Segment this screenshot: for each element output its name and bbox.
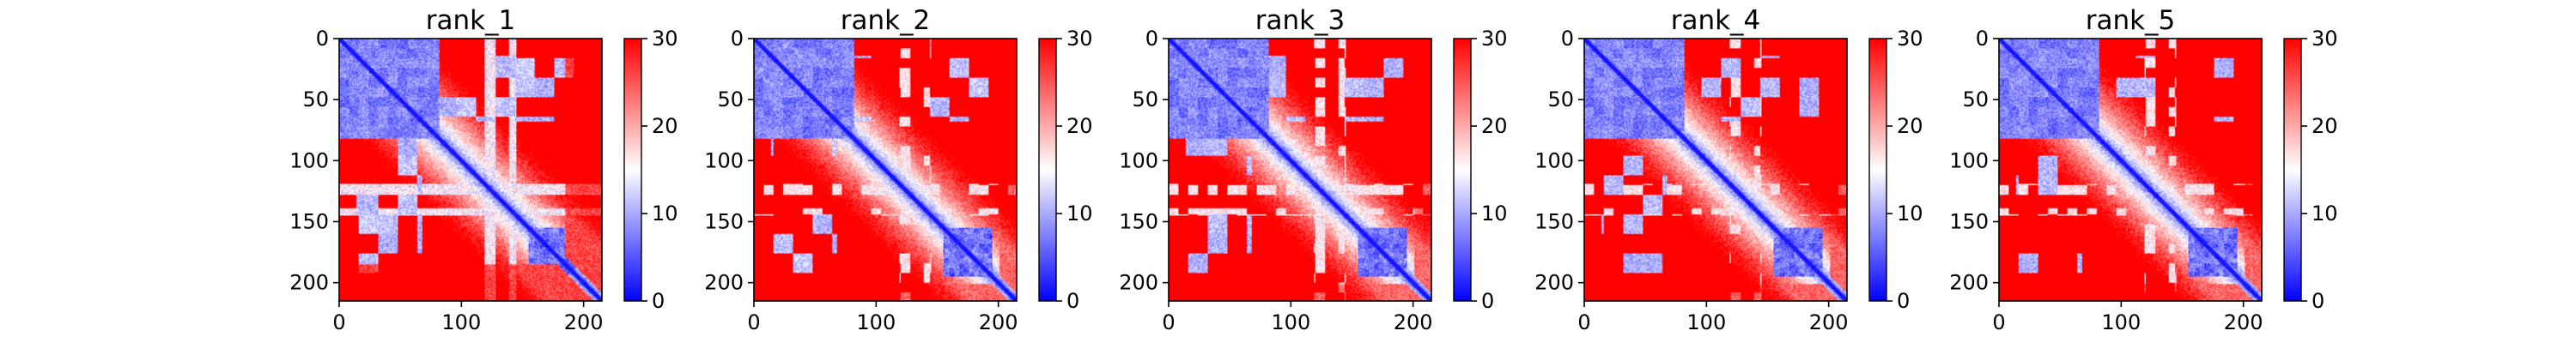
x-tick-label: 0 bbox=[1162, 310, 1175, 334]
x-tick-label: 100 bbox=[1686, 310, 1726, 334]
y-tick-label: 200 bbox=[1949, 271, 1989, 295]
x-tick-label: 0 bbox=[1992, 310, 2005, 334]
x-tick-label: 0 bbox=[747, 310, 760, 334]
colorbar-tick-label: 30 bbox=[2312, 27, 2338, 51]
x-tick-label: 100 bbox=[441, 310, 481, 334]
x-tick-label: 200 bbox=[2224, 310, 2263, 334]
x-tick-label: 100 bbox=[1271, 310, 1310, 334]
y-tick-label: 200 bbox=[289, 271, 329, 295]
y-tick-label: 100 bbox=[1949, 148, 1989, 172]
x-tick-label: 100 bbox=[856, 310, 896, 334]
y-tick-label: 0 bbox=[1145, 27, 1158, 51]
colorbar bbox=[1038, 38, 1057, 302]
colorbar-tick-label: 0 bbox=[1066, 289, 1079, 313]
y-tick-label: 0 bbox=[731, 27, 744, 51]
y-tick-label: 150 bbox=[1949, 209, 1989, 233]
y-tick-label: 150 bbox=[1534, 209, 1574, 233]
x-tick-label: 200 bbox=[564, 310, 604, 334]
y-tick-label: 50 bbox=[302, 87, 329, 111]
colorbar-tick-label: 10 bbox=[1066, 202, 1093, 226]
colorbar-tick-label: 20 bbox=[1481, 114, 1508, 138]
y-tick-label: 50 bbox=[1132, 87, 1158, 111]
colorbar bbox=[1868, 38, 1887, 302]
axes-frame bbox=[338, 38, 603, 302]
y-tick-label: 100 bbox=[704, 148, 744, 172]
x-tick-label: 0 bbox=[1577, 310, 1590, 334]
panel-title: rank_2 bbox=[841, 5, 931, 36]
colorbar-tick-label: 20 bbox=[2312, 114, 2338, 138]
heatmap-image bbox=[1584, 39, 1847, 301]
colorbar-tick-label: 30 bbox=[1897, 27, 1923, 51]
y-tick-label: 150 bbox=[704, 209, 744, 233]
panel-title: rank_1 bbox=[426, 5, 516, 36]
heatmap-image bbox=[339, 39, 602, 301]
colorbar-tick-label: 10 bbox=[1481, 202, 1508, 226]
colorbar bbox=[2283, 38, 2302, 302]
colorbar-tick-label: 0 bbox=[1481, 289, 1494, 313]
x-tick-label: 200 bbox=[1809, 310, 1849, 334]
y-tick-label: 0 bbox=[1976, 27, 1989, 51]
y-tick-label: 0 bbox=[316, 27, 329, 51]
y-tick-label: 100 bbox=[1534, 148, 1574, 172]
colorbar-tick-label: 0 bbox=[652, 289, 665, 313]
y-tick-label: 200 bbox=[704, 271, 744, 295]
axes-frame bbox=[1998, 38, 2263, 302]
y-tick-label: 200 bbox=[1119, 271, 1158, 295]
colorbar bbox=[1453, 38, 1472, 302]
axes-frame bbox=[753, 38, 1018, 302]
y-tick-label: 50 bbox=[1962, 87, 1989, 111]
colorbar-tick-label: 10 bbox=[1897, 202, 1923, 226]
y-tick-label: 50 bbox=[1547, 87, 1574, 111]
heatmap-image bbox=[754, 39, 1017, 301]
x-tick-label: 100 bbox=[2101, 310, 2141, 334]
colorbar-tick-label: 20 bbox=[652, 114, 678, 138]
y-tick-label: 100 bbox=[1119, 148, 1158, 172]
colorbar-tick-label: 20 bbox=[1897, 114, 1923, 138]
colorbar-tick-label: 10 bbox=[652, 202, 678, 226]
heatmap-image bbox=[1999, 39, 2262, 301]
panel-title: rank_3 bbox=[1255, 5, 1346, 36]
axes-frame bbox=[1168, 38, 1432, 302]
y-tick-label: 150 bbox=[289, 209, 329, 233]
colorbar-tick-label: 30 bbox=[1481, 27, 1508, 51]
colorbar-tick-label: 30 bbox=[652, 27, 678, 51]
axes-frame bbox=[1583, 38, 1848, 302]
y-tick-label: 100 bbox=[289, 148, 329, 172]
x-tick-label: 0 bbox=[332, 310, 345, 334]
x-tick-label: 200 bbox=[979, 310, 1018, 334]
colorbar-tick-label: 0 bbox=[2312, 289, 2324, 313]
y-tick-label: 150 bbox=[1119, 209, 1158, 233]
colorbar-tick-label: 0 bbox=[1897, 289, 1910, 313]
y-tick-label: 0 bbox=[1561, 27, 1574, 51]
panel-title: rank_4 bbox=[1671, 5, 1761, 36]
x-tick-label: 200 bbox=[1394, 310, 1433, 334]
y-tick-label: 50 bbox=[717, 87, 744, 111]
colorbar-tick-label: 30 bbox=[1066, 27, 1093, 51]
y-tick-label: 200 bbox=[1534, 271, 1574, 295]
colorbar-tick-label: 20 bbox=[1066, 114, 1093, 138]
colorbar bbox=[623, 38, 642, 302]
colorbar-tick-label: 10 bbox=[2312, 202, 2338, 226]
heatmap-image bbox=[1169, 39, 1431, 301]
panel-title: rank_5 bbox=[2086, 5, 2176, 36]
